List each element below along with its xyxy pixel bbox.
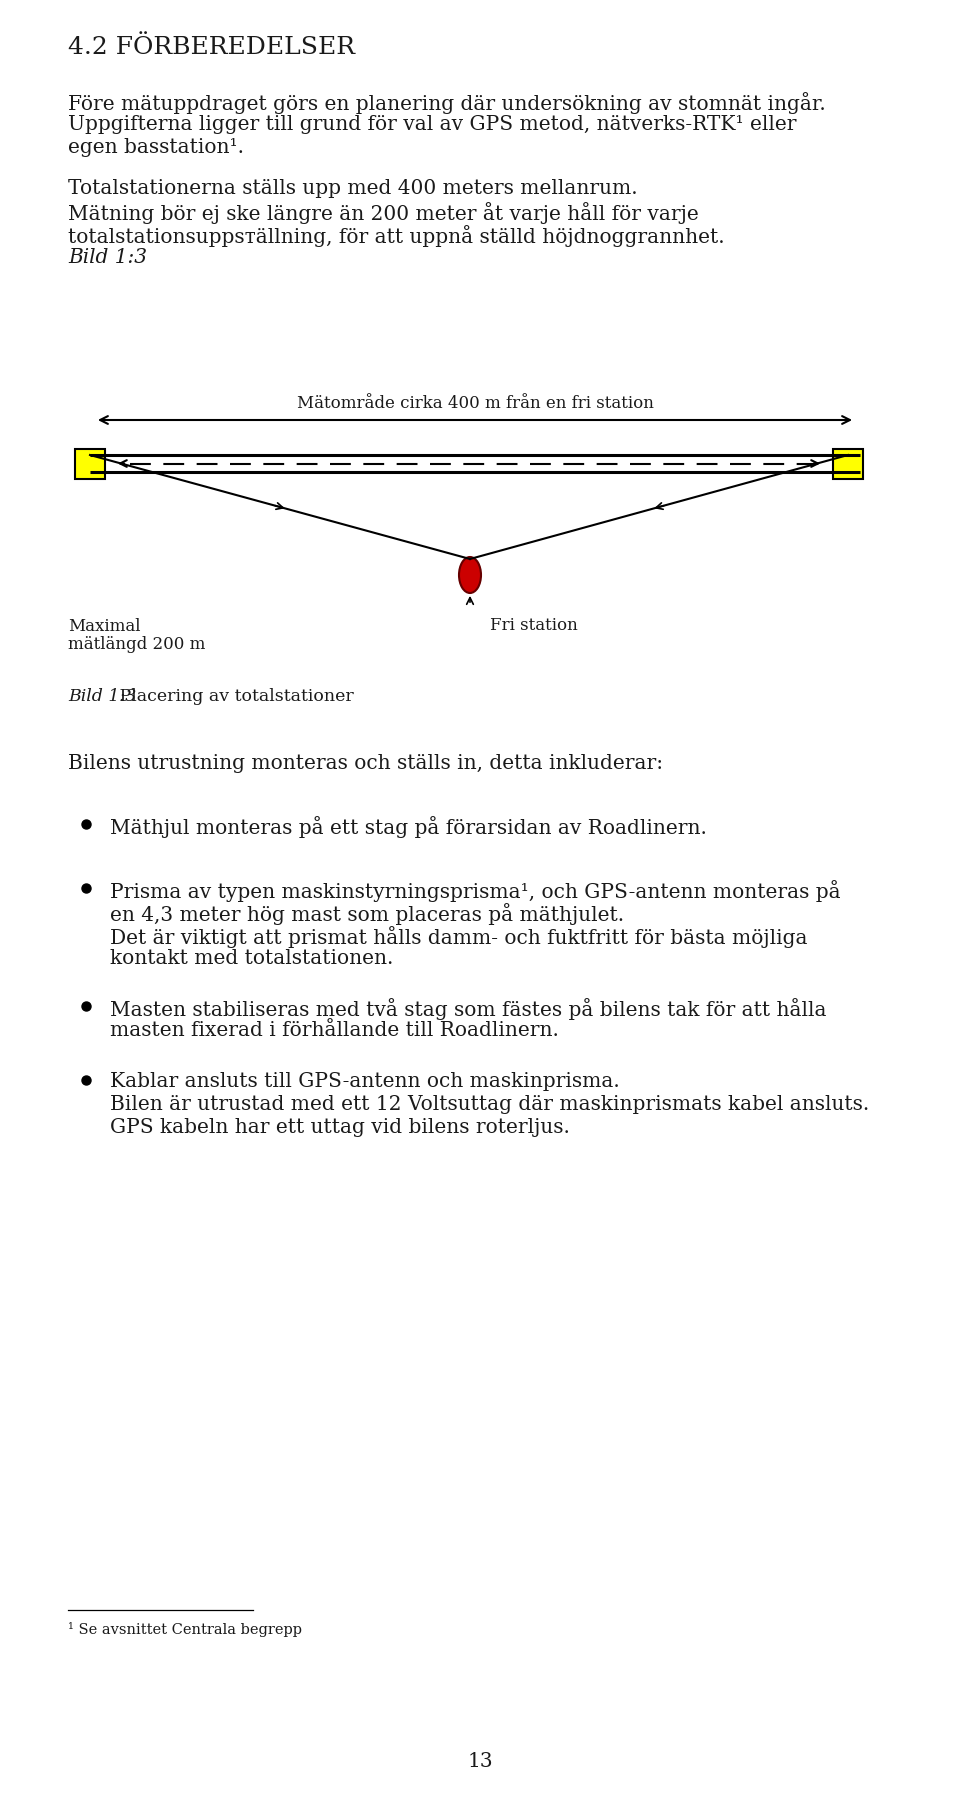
Text: Mätning bör ej ske längre än 200 meter åt varje håll för varje: Mätning bör ej ske längre än 200 meter å…	[68, 203, 699, 224]
Text: Bild 1:3: Bild 1:3	[68, 247, 147, 267]
Text: Bild 1:3: Bild 1:3	[68, 689, 136, 705]
Text: Fri station: Fri station	[490, 617, 578, 635]
Text: Mäthjul monteras på ett stag på förarsidan av Roadlinern.: Mäthjul monteras på ett stag på förarsid…	[110, 816, 707, 837]
Text: 13: 13	[468, 1752, 492, 1771]
Text: Masten stabiliseras med två stag som fästes på bilens tak för att hålla: Masten stabiliseras med två stag som fäs…	[110, 999, 827, 1020]
Text: egen basstation¹.: egen basstation¹.	[68, 138, 244, 158]
Text: totalstationsuppsтällning, för att uppnå ställd höjdnoggrannhet.: totalstationsuppsтällning, för att uppnå…	[68, 224, 725, 247]
Ellipse shape	[459, 558, 481, 593]
Text: ¹ Se avsnittet Centrala begrepp: ¹ Se avsnittet Centrala begrepp	[68, 1623, 302, 1637]
Text: masten fixerad i förhållande till Roadlinern.: masten fixerad i förhållande till Roadli…	[110, 1020, 559, 1040]
Text: Totalstationerna ställs upp med 400 meters mellanrum.: Totalstationerna ställs upp med 400 mete…	[68, 179, 637, 197]
Text: Bilens utrustning monteras och ställs in, detta inkluderar:: Bilens utrustning monteras och ställs in…	[68, 755, 663, 773]
Text: Bilen är utrustad med ett 12 Voltsuttag där maskinprismats kabel ansluts.: Bilen är utrustad med ett 12 Voltsuttag …	[110, 1096, 869, 1113]
Text: Kablar ansluts till GPS-antenn och maskinprisma.: Kablar ansluts till GPS-antenn och maski…	[110, 1072, 620, 1090]
Bar	[75, 448, 105, 479]
Text: Maximal: Maximal	[68, 619, 140, 635]
Text: mätlängd 200 m: mätlängd 200 m	[68, 637, 205, 653]
Text: Placering av totalstationer: Placering av totalstationer	[114, 689, 353, 705]
Text: Prisma av typen maskinstyrningsprisma¹, och GPS-antenn monteras på: Prisma av typen maskinstyrningsprisma¹, …	[110, 880, 841, 902]
Text: Det är viktigt att prismat hålls damm- och fuktfritt för bästa möjliga: Det är viktigt att prismat hålls damm- o…	[110, 925, 807, 948]
Text: Före mätuppdraget görs en planering där undersökning av stomnät ingår.: Före mätuppdraget görs en planering där …	[68, 91, 826, 115]
Text: GPS kabeln har ett uttag vid bilens roterljus.: GPS kabeln har ett uttag vid bilens rote…	[110, 1119, 570, 1137]
Text: en 4,3 meter hög mast som placeras på mäthjulet.: en 4,3 meter hög mast som placeras på mä…	[110, 904, 624, 925]
Bar	[833, 448, 863, 479]
Text: Mätområde cirka 400 m från en fri station: Mätområde cirka 400 m från en fri statio…	[297, 394, 654, 412]
Text: Uppgifterna ligger till grund för val av GPS metod, nätverks-RTK¹ eller: Uppgifterna ligger till grund för val av…	[68, 115, 797, 134]
Text: 4.2 FÖRBEREDELSER: 4.2 FÖRBEREDELSER	[68, 36, 355, 59]
Text: kontakt med totalstationen.: kontakt med totalstationen.	[110, 948, 394, 968]
